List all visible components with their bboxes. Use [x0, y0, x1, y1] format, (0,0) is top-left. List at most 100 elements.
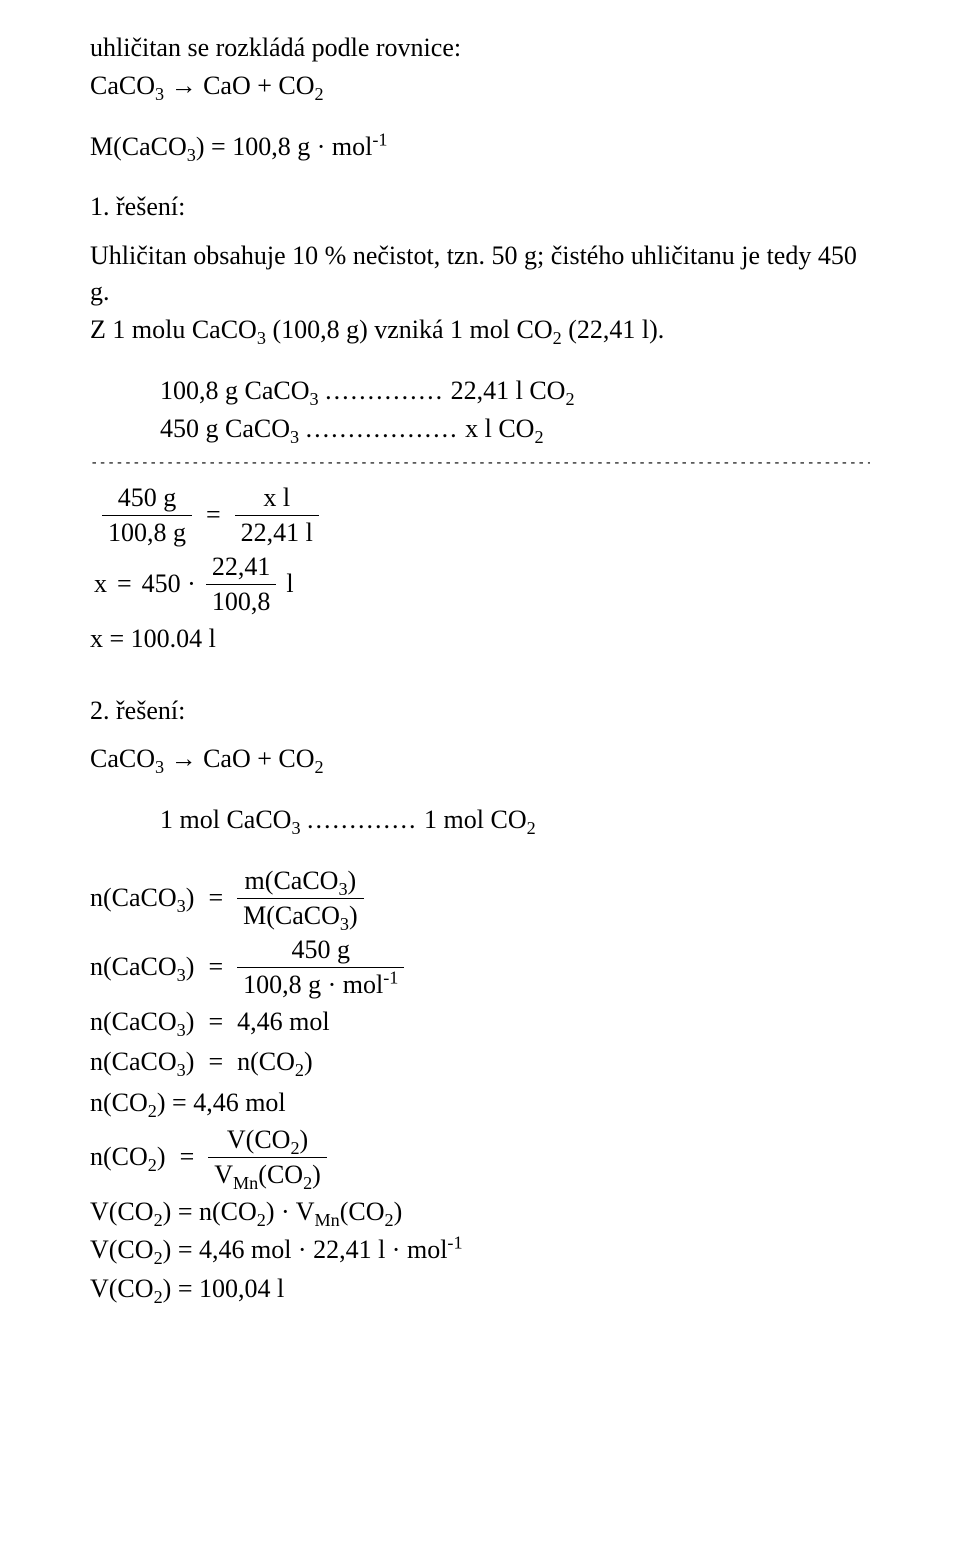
mole-ratio-row: 1 mol CaCO3 ............. 1 mol CO2 [90, 802, 870, 838]
eq: = [117, 566, 132, 602]
fraction-lhs: 450 g 100,8 g [102, 483, 192, 548]
co2: CO [267, 1160, 303, 1189]
n-equality: n(CaCO3) = n(CO2) [90, 1044, 870, 1080]
sub: 2 [290, 1138, 299, 1158]
sub: 2 [154, 1248, 163, 1268]
sub: 2 [565, 389, 574, 409]
text-c: (22,41 l). [562, 315, 665, 344]
eq: = [176, 1139, 199, 1175]
n-numeric: n(CaCO3) = 450 g 100,8 g · mol-1 [90, 935, 870, 1000]
n: n [90, 883, 103, 912]
text: x = 100.04 l [90, 624, 216, 653]
sub: 3 [177, 1020, 186, 1040]
denominator: M(CaCO3) [237, 901, 364, 931]
n: n [90, 1007, 103, 1036]
fraction: 450 g 100,8 g · mol-1 [237, 935, 404, 1000]
numerator: V(CO2) [221, 1125, 314, 1155]
molar-mass-line: M(CaCO3) = 100,8 g · mol-1 [90, 129, 870, 165]
fraction-rhs: x l 22,41 l [235, 483, 319, 548]
lhs: n(CaCO3) [90, 949, 194, 985]
sub: 2 [257, 1210, 266, 1230]
x-result: x = 100.04 l [90, 621, 870, 657]
equals: = [202, 497, 225, 533]
sub: 2 [295, 1060, 304, 1080]
sub: 2 [154, 1287, 163, 1307]
n-definition: n(CaCO3) = m(CaCO3) M(CaCO3) [90, 866, 870, 931]
dots: ............. [307, 805, 418, 834]
caco3: CaCO [112, 883, 177, 912]
d: (CO [340, 1197, 385, 1226]
solution-1-paragraph-2: Z 1 molu CaCO3 (100,8 g) vzniká 1 mol CO… [90, 312, 870, 348]
eq: = [204, 1044, 227, 1080]
V: V [227, 1125, 246, 1154]
decomposition-equation-2: CaCO3 → CaO + CO2 [90, 741, 870, 777]
text: 1. řešení: [90, 192, 185, 221]
n-result: n(CaCO3) = 4,46 mol [90, 1004, 870, 1040]
n-from-volume: n(CO2) = V(CO2) VMn(CO2) [90, 1125, 870, 1190]
caco3: CaCO [90, 71, 155, 100]
sub: 2 [154, 1210, 163, 1230]
sub: 2 [315, 85, 324, 105]
denominator: 22,41 l [235, 518, 319, 548]
m-caco3-b: ) = 100,8 g · mol [196, 132, 372, 161]
eq: = [204, 1004, 227, 1040]
caco3: CaCO [275, 901, 340, 930]
fraction: V(CO2) VMn(CO2) [208, 1125, 327, 1190]
coef: 450 · [142, 566, 196, 602]
a: n(CO [90, 1088, 148, 1117]
numerator: 22,41 [206, 552, 277, 582]
sub: 3 [291, 818, 300, 838]
proportion-equation: 450 g 100,8 g = x l 22,41 l [102, 483, 870, 548]
solution-1-paragraph-1: Uhličitan obsahuje 10 % nečistot, tzn. 5… [90, 238, 870, 311]
text: Uhličitan obsahuje 10 % nečistot, tzn. 5… [90, 241, 857, 306]
sub: 3 [155, 758, 164, 778]
numerator: 450 g [112, 483, 183, 513]
left: 450 g CaCO [160, 414, 290, 443]
denominator: 100,8 [206, 587, 277, 617]
a: V(CO [90, 1235, 154, 1264]
co2: CO [112, 1142, 148, 1171]
n: n [90, 1047, 103, 1076]
eq: = [204, 949, 227, 985]
v-expression: V(CO2) = n(CO2) · VMn(CO2) [90, 1194, 870, 1230]
right: 22,41 l CO [451, 376, 566, 405]
right: 1 mol CO [424, 805, 527, 834]
a: V(CO [90, 1274, 154, 1303]
sub: 2 [315, 758, 324, 778]
rhs: n(CO2) [237, 1044, 313, 1080]
sub-mn: Mn [314, 1210, 339, 1230]
caco3: CaCO [112, 1047, 177, 1076]
left: 1 mol CaCO [160, 805, 291, 834]
solve-x-equation: x = 450 · 22,41 100,8 l [94, 552, 870, 617]
denominator: 100,8 g · mol-1 [237, 970, 404, 1000]
e: ) [394, 1197, 403, 1226]
b: ) = 4,46 mol · 22,41 l · mol [163, 1235, 448, 1264]
a: CaCO [90, 744, 155, 773]
dots: .................. [306, 414, 459, 443]
unit: l [286, 566, 293, 602]
sub: 2 [385, 1210, 394, 1230]
b: ) = 100,04 l [163, 1274, 285, 1303]
sup: -1 [447, 1232, 462, 1252]
n-co2-result: n(CO2) = 4,46 mol [90, 1085, 870, 1121]
v-numeric: V(CO2) = 4,46 mol · 22,41 l · mol-1 [90, 1232, 870, 1268]
separator-dashes: ----------------------------------------… [90, 454, 870, 474]
text: uhličitan se rozkládá podle rovnice: [90, 33, 461, 62]
v-result: V(CO2) = 100,04 l [90, 1271, 870, 1307]
sub: 2 [303, 1173, 312, 1193]
Vmn: V [214, 1160, 233, 1189]
m: m [245, 866, 265, 895]
fraction: m(CaCO3) M(CaCO3) [237, 866, 364, 931]
denominator: 100,8 g [102, 518, 192, 548]
solution-2-heading: 2. řešení: [90, 693, 870, 729]
caco3: CaCO [112, 952, 177, 981]
sub: 3 [310, 389, 319, 409]
fraction: 22,41 100,8 [206, 552, 277, 617]
co2: CO [254, 1125, 290, 1154]
value: 4,46 mol [237, 1004, 329, 1040]
n: n [90, 1142, 103, 1171]
numerator: x l [257, 483, 296, 513]
lhs: n(CaCO3) [90, 1004, 194, 1040]
dots: .............. [325, 376, 444, 405]
sub: 3 [155, 85, 164, 105]
